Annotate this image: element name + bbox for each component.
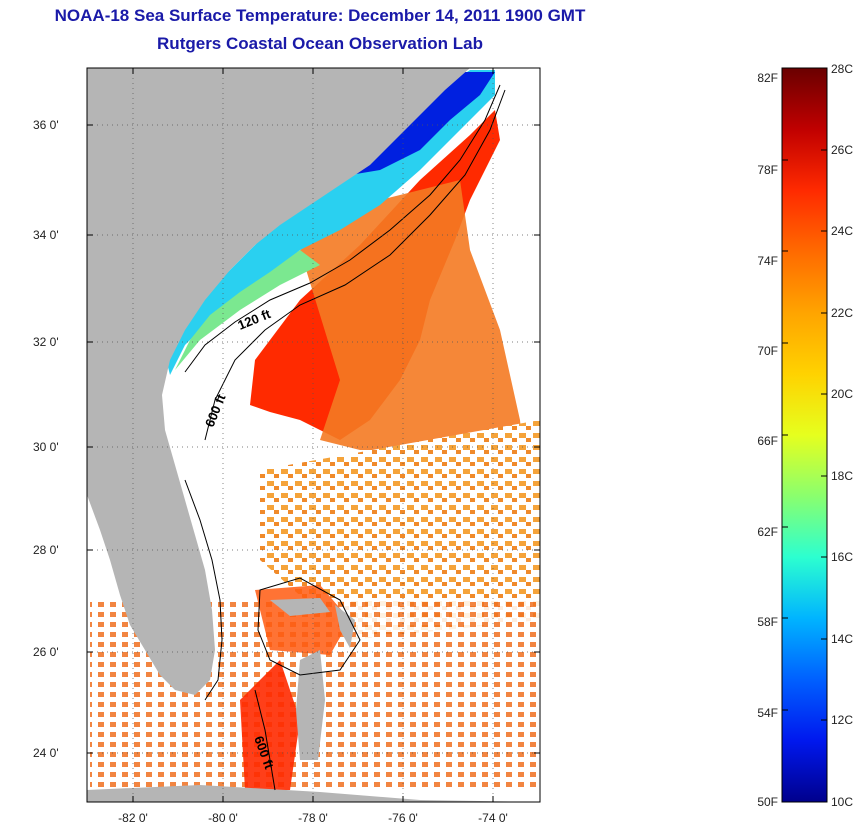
colorbar-c-label: 24C bbox=[831, 224, 853, 238]
colorbar-f-label: 50F bbox=[757, 795, 778, 809]
colorbar-f-label: 70F bbox=[757, 344, 778, 358]
map-panel: 36 0' 34 0' 32 0' 30 0' 28 0' 26 0' 24 0… bbox=[33, 67, 541, 825]
colorbar-f-label: 58F bbox=[757, 615, 778, 629]
contour-straits bbox=[254, 689, 276, 791]
colorbar-c-label: 20C bbox=[831, 387, 853, 401]
colorbar: 82F 78F 74F 70F 66F 62F 58F 54F 50F 28C … bbox=[757, 62, 853, 809]
graticule bbox=[87, 68, 540, 802]
colorbar-c-label: 28C bbox=[831, 62, 853, 76]
abaco-island bbox=[335, 605, 355, 648]
lon-label: -74 0' bbox=[478, 811, 508, 825]
colorbar-f-label: 82F bbox=[757, 71, 778, 85]
colorbar-c-label: 12C bbox=[831, 713, 853, 727]
colorbar-f-label: 78F bbox=[757, 163, 778, 177]
lat-label: 26 0' bbox=[33, 645, 59, 659]
land-mass bbox=[87, 68, 470, 695]
andros-island bbox=[296, 650, 325, 760]
colorbar-c-label: 14C bbox=[831, 632, 853, 646]
colorbar-c-label: 18C bbox=[831, 469, 853, 483]
lon-label: -80 0' bbox=[208, 811, 238, 825]
contour-florida bbox=[184, 479, 223, 701]
lat-label: 34 0' bbox=[33, 228, 59, 242]
lat-label: 32 0' bbox=[33, 335, 59, 349]
lat-label: 24 0' bbox=[33, 746, 59, 760]
colorbar-f-label: 74F bbox=[757, 254, 778, 268]
map-title: NOAA-18 Sea Surface Temperature: Decembe… bbox=[54, 6, 586, 25]
colorbar-f-label: 62F bbox=[757, 525, 778, 539]
lon-label: -78 0' bbox=[298, 811, 328, 825]
colorbar-c-label: 10C bbox=[831, 795, 853, 809]
colorbar-f-label: 54F bbox=[757, 706, 778, 720]
colorbar-c-label: 22C bbox=[831, 306, 853, 320]
cuba-coast bbox=[87, 785, 540, 802]
colorbar-c-label: 16C bbox=[831, 550, 853, 564]
lat-label: 28 0' bbox=[33, 543, 59, 557]
cool-shelf bbox=[175, 250, 320, 370]
lat-label: 36 0' bbox=[33, 118, 59, 132]
scattered-warm-patches bbox=[260, 420, 540, 640]
contour-bahamas bbox=[257, 577, 361, 676]
map-subtitle: Rutgers Coastal Ocean Observation Lab bbox=[157, 34, 483, 53]
colorbar-ticks bbox=[782, 67, 827, 721]
grand-bahama bbox=[270, 598, 330, 616]
contour-600ft bbox=[204, 89, 506, 441]
coldest-nearshore bbox=[350, 72, 495, 175]
contour-120ft bbox=[184, 84, 501, 373]
colorbar-c-label: 26C bbox=[831, 143, 853, 157]
florida-straits-warm bbox=[240, 660, 300, 790]
lon-label: -82 0' bbox=[118, 811, 148, 825]
lat-label: 30 0' bbox=[33, 440, 59, 454]
colorbar-scale bbox=[781, 67, 828, 803]
axis-ticks bbox=[87, 68, 540, 802]
lon-label: -76 0' bbox=[388, 811, 418, 825]
colorbar-f-label: 66F bbox=[757, 434, 778, 448]
